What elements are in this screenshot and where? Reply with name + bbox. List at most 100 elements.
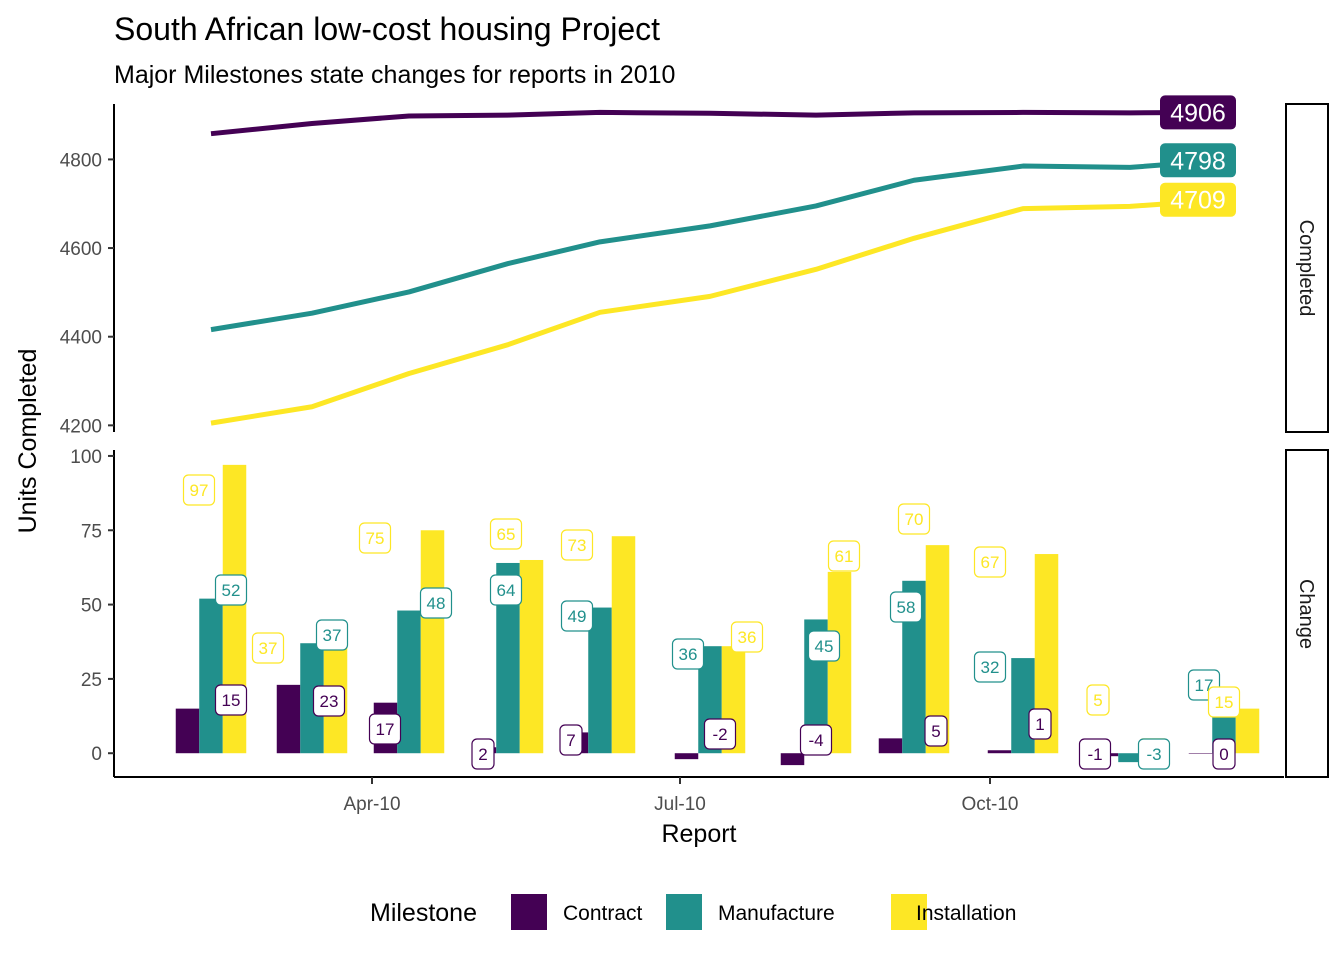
- data-label-installation: 65: [497, 525, 516, 544]
- data-label-box-manufacture: [489, 574, 523, 606]
- bar-contract: [987, 750, 1012, 754]
- data-label-installation: 36: [738, 628, 757, 647]
- x-tick-label: Apr-10: [343, 794, 400, 815]
- end-label-contract: 4906: [1170, 99, 1226, 127]
- data-label-box-installation: [897, 503, 931, 535]
- data-label-box-installation: [827, 540, 861, 572]
- data-label-box-contract: [924, 715, 948, 747]
- x-tick-label: Oct-10: [961, 794, 1018, 815]
- data-label-box-installation: [730, 621, 764, 653]
- line-installation: [210, 197, 1225, 426]
- legend-label-manufacture: Manufacture: [718, 902, 835, 925]
- data-label-box-manufacture: [560, 600, 594, 632]
- data-label-box-manufacture: [671, 638, 705, 670]
- bar-installation: [222, 464, 247, 754]
- bar-manufacture: [902, 580, 926, 754]
- bar-manufacture: [588, 607, 612, 754]
- change-y-tick-label: 25: [81, 670, 102, 691]
- data-label-installation: 5: [1093, 691, 1102, 710]
- data-label-manufacture: 36: [679, 645, 698, 664]
- chart-subtitle: Major Milestones state changes for repor…: [114, 61, 675, 89]
- change-y-tick-label: 75: [81, 521, 102, 542]
- data-label-manufacture: 64: [497, 581, 516, 600]
- change-y-tick-label: 0: [91, 744, 102, 765]
- data-label-box-manufacture: [214, 574, 248, 606]
- data-label-box-contract: [368, 713, 402, 745]
- data-label-contract: 15: [222, 691, 241, 710]
- legend-key-installation: [891, 894, 927, 930]
- data-label-box-contract: [471, 738, 495, 770]
- legend-title: Milestone: [370, 899, 477, 927]
- legend-label-contract: Contract: [563, 902, 643, 925]
- data-label-manufacture: 37: [323, 626, 342, 645]
- data-label-box-installation: [358, 522, 392, 554]
- data-label-manufacture: 58: [897, 598, 916, 617]
- completed-y-tick-label: 4800: [60, 150, 102, 171]
- data-label-box-contract: [1212, 738, 1236, 770]
- completed-panel: 4200 4400 4600 4800 4906 4798 4709: [60, 95, 1236, 437]
- data-label-box-contract: [1078, 738, 1112, 770]
- end-label-manufacture: 4798: [1170, 147, 1226, 175]
- bar-manufacture: [300, 643, 324, 754]
- completed-y-tick-label: 4200: [60, 416, 102, 437]
- change-y-tick-label: 100: [70, 447, 102, 468]
- data-label-manufacture: 48: [427, 594, 446, 613]
- bar-contract: [878, 738, 903, 754]
- data-label-installation: 70: [905, 510, 924, 529]
- bar-installation: [420, 530, 445, 754]
- chart-title: South African low-cost housing Project: [114, 11, 660, 47]
- strip-change-label: Change: [1295, 579, 1317, 649]
- data-label-box-manufacture: [889, 591, 923, 623]
- data-label-box-installation: [182, 474, 216, 506]
- data-label-contract: 5: [931, 722, 940, 741]
- data-label-box-contract: [703, 718, 737, 750]
- data-label-box-manufacture: [973, 651, 1007, 683]
- x-axis: Apr-10 Jul-10 Oct-10: [343, 777, 1019, 815]
- data-label-box-manufacture: [419, 587, 453, 619]
- data-label-box-contract: [799, 724, 833, 756]
- data-label-manufacture: 45: [815, 637, 834, 656]
- x-axis-title: Report: [661, 820, 736, 848]
- data-label-box-contract: [214, 684, 248, 716]
- bar-installation: [1235, 708, 1260, 754]
- data-label-contract: 0: [1219, 745, 1228, 764]
- end-label-installation: 4709: [1170, 187, 1226, 215]
- bar-contract: [780, 753, 805, 766]
- bar-manufacture: [1118, 753, 1142, 763]
- data-label-box-contract: [312, 685, 346, 717]
- change-y-tick-label: 50: [81, 596, 102, 617]
- data-label-manufacture: 49: [568, 607, 587, 626]
- strip-completed-box: [1285, 103, 1329, 433]
- legend-label-installation: Installation: [916, 902, 1016, 925]
- x-tick-label: Jul-10: [654, 794, 706, 815]
- data-label-contract: 2: [478, 745, 487, 764]
- bar-contract: [1188, 753, 1213, 754]
- strip-completed-label: Completed: [1295, 220, 1317, 317]
- completed-y-tick-label: 4400: [60, 328, 102, 349]
- data-label-installation: 61: [835, 547, 854, 566]
- end-label-box-installation: [1160, 182, 1236, 217]
- data-label-manufacture: 32: [981, 658, 1000, 677]
- legend-key-manufacture: [666, 894, 702, 930]
- bar-manufacture: [1011, 658, 1035, 754]
- end-label-box-contract: [1160, 95, 1236, 130]
- bar-contract: [674, 753, 699, 760]
- line-manufacture: [210, 157, 1225, 333]
- bar-installation: [611, 536, 636, 754]
- legend: Milestone Contract Manufacture Installatio…: [370, 894, 1016, 930]
- completed-y-tick-label: 4600: [60, 239, 102, 260]
- bar-contract: [276, 684, 301, 754]
- data-label-box-installation: [1207, 686, 1241, 718]
- data-label-manufacture: -3: [1146, 745, 1161, 764]
- data-label-installation: 73: [568, 536, 587, 555]
- bar-installation: [827, 571, 852, 754]
- bar-installation: [519, 559, 544, 754]
- data-label-box-installation: [251, 632, 285, 664]
- bar-contract: [175, 708, 200, 754]
- data-label-box-installation: [1086, 684, 1110, 716]
- data-label-contract: 1: [1035, 715, 1044, 734]
- data-label-contract: 7: [566, 731, 575, 750]
- line-contract: [210, 109, 1225, 137]
- data-label-box-installation: [973, 546, 1007, 578]
